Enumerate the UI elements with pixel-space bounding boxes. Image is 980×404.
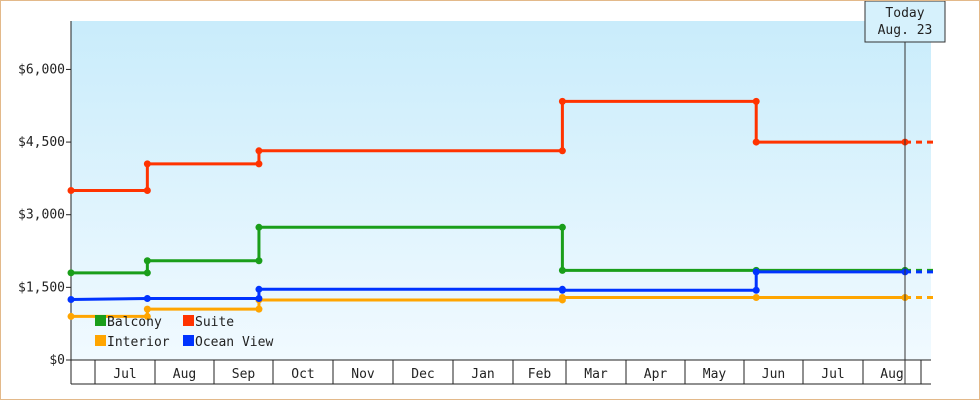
legend-label: Suite: [195, 315, 234, 330]
data-point-suite: [143, 187, 151, 194]
x-tick-label: Mar: [584, 367, 608, 382]
x-tick-label: Dec: [411, 367, 434, 382]
data-point-ocean-view: [143, 294, 151, 302]
data-point-balcony: [255, 257, 263, 265]
data-point-ocean-view: [255, 294, 263, 302]
y-tick-label: $6,000: [18, 62, 65, 77]
y-tick-label: $3,000: [18, 208, 65, 223]
data-point-ocean-view: [255, 285, 263, 293]
today-date: Aug. 23: [878, 23, 933, 38]
data-point-balcony: [143, 257, 151, 265]
x-tick-label: Nov: [351, 367, 375, 382]
legend-item-interior: Interior: [95, 335, 170, 350]
x-tick-label: May: [703, 367, 727, 382]
series-layer: [67, 97, 933, 320]
x-tick-label: Feb: [528, 367, 552, 382]
data-point-suite: [255, 160, 263, 168]
data-point-suite: [255, 147, 263, 155]
data-point-balcony: [558, 223, 566, 231]
today-title: Today: [885, 6, 924, 21]
legend-swatch: [95, 335, 106, 346]
legend-label: Balcony: [107, 315, 162, 330]
x-tick-label: Jul: [821, 367, 844, 382]
y-axis: $0 $1,500 $3,000 $4,500 $6,000: [18, 21, 72, 384]
legend-item-ocean-view: Ocean View: [183, 335, 273, 350]
data-point-balcony: [558, 266, 566, 274]
today-marker: Today Aug. 23: [864, 0, 946, 384]
data-point-suite: [558, 147, 566, 155]
data-point-interior: [752, 294, 760, 302]
data-point-ocean-view: [558, 286, 566, 294]
x-tick-label: Apr: [644, 367, 668, 382]
legend-swatch: [183, 335, 194, 346]
legend-label: Ocean View: [195, 335, 273, 350]
data-point-balcony: [255, 223, 263, 231]
legend-label: Interior: [107, 335, 170, 350]
data-point-interior: [143, 305, 151, 313]
data-point-suite: [558, 97, 566, 105]
y-tick-label: $4,500: [18, 135, 65, 150]
data-point-ocean-view: [752, 268, 760, 276]
x-tick-label: Aug: [173, 367, 196, 382]
data-point-suite: [752, 138, 760, 146]
x-tick-label: Jun: [762, 367, 785, 382]
data-point-interior: [67, 312, 75, 320]
legend-swatch: [95, 315, 106, 326]
data-point-interior: [143, 312, 151, 320]
data-point-suite: [143, 160, 151, 168]
legend-item-suite: Suite: [183, 315, 234, 330]
x-tick-label: Oct: [291, 367, 314, 382]
x-tick-label: Jan: [471, 367, 494, 382]
y-tick-label: $1,500: [18, 280, 65, 295]
plot-area: [71, 21, 931, 360]
data-point-interior: [558, 294, 566, 302]
today-box: [864, 0, 946, 43]
data-point-balcony: [143, 269, 151, 277]
data-point-balcony: [67, 269, 75, 277]
x-tick-label: Sep: [232, 367, 256, 382]
series-line-suite: [71, 99, 905, 192]
legend: Balcony Suite Interior Ocean View: [95, 315, 273, 350]
legend-swatch: [183, 315, 194, 326]
data-point-suite: [67, 187, 75, 194]
x-tick-label: Jul: [113, 367, 136, 382]
x-axis: Jul Aug Sep Oct Nov Dec Jan Feb Mar Apr May Jun Jul A…: [71, 359, 931, 385]
y-tick-label: $0: [49, 353, 65, 368]
legend-item-balcony: Balcony: [95, 315, 162, 330]
series-ocean-view: [67, 268, 933, 303]
data-point-interior: [255, 305, 263, 313]
data-point-suite: [752, 97, 760, 105]
x-tick-label: Aug: [880, 367, 903, 382]
data-point-ocean-view: [67, 295, 75, 303]
data-point-ocean-view: [752, 286, 760, 294]
